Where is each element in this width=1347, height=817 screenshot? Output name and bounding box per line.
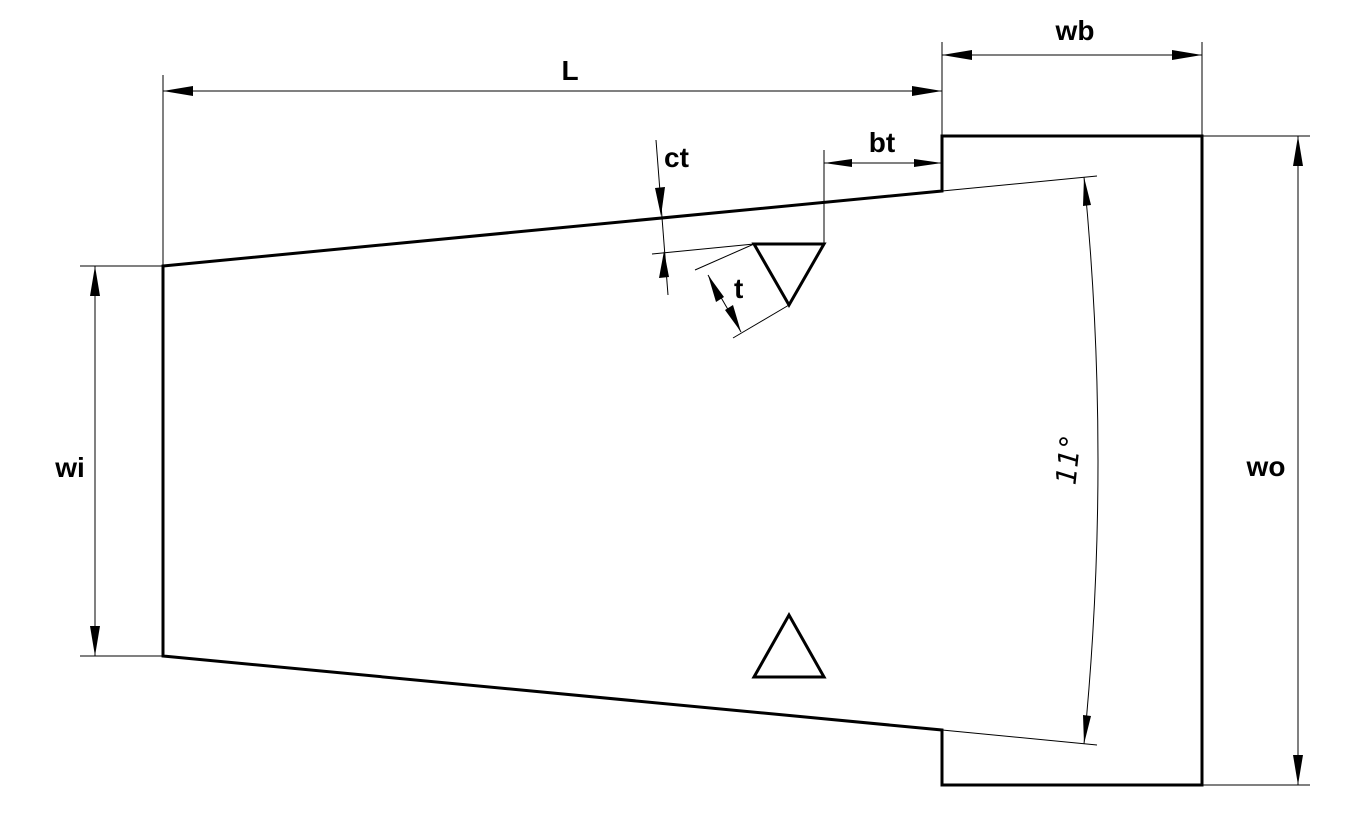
dimension-t: t (694, 243, 790, 339)
top-triangle-marker (751, 242, 827, 309)
dimension-label-L: L (561, 55, 578, 86)
dimension-wi: wi (54, 265, 163, 657)
dimension-wb: wb (942, 15, 1203, 136)
dimension-label-angle: 11° (1050, 434, 1088, 487)
dimension-label-wi: wi (54, 452, 85, 483)
dimension-bt: bt (823, 127, 942, 244)
part-outline (161, 134, 1204, 787)
dimension-ct: ct (651, 139, 755, 296)
dimension-label-wb: wb (1055, 15, 1095, 46)
dimension-label-wo: wo (1246, 451, 1286, 482)
dimension-label-bt: bt (869, 127, 895, 158)
dimension-label-t: t (734, 273, 743, 304)
dimension-L: L (162, 42, 943, 266)
dimension-label-ct: ct (664, 142, 689, 173)
dimension-angle: 11° (941, 175, 1099, 746)
dimension-wo: wo (1202, 135, 1310, 786)
bottom-triangle-marker (751, 611, 827, 679)
